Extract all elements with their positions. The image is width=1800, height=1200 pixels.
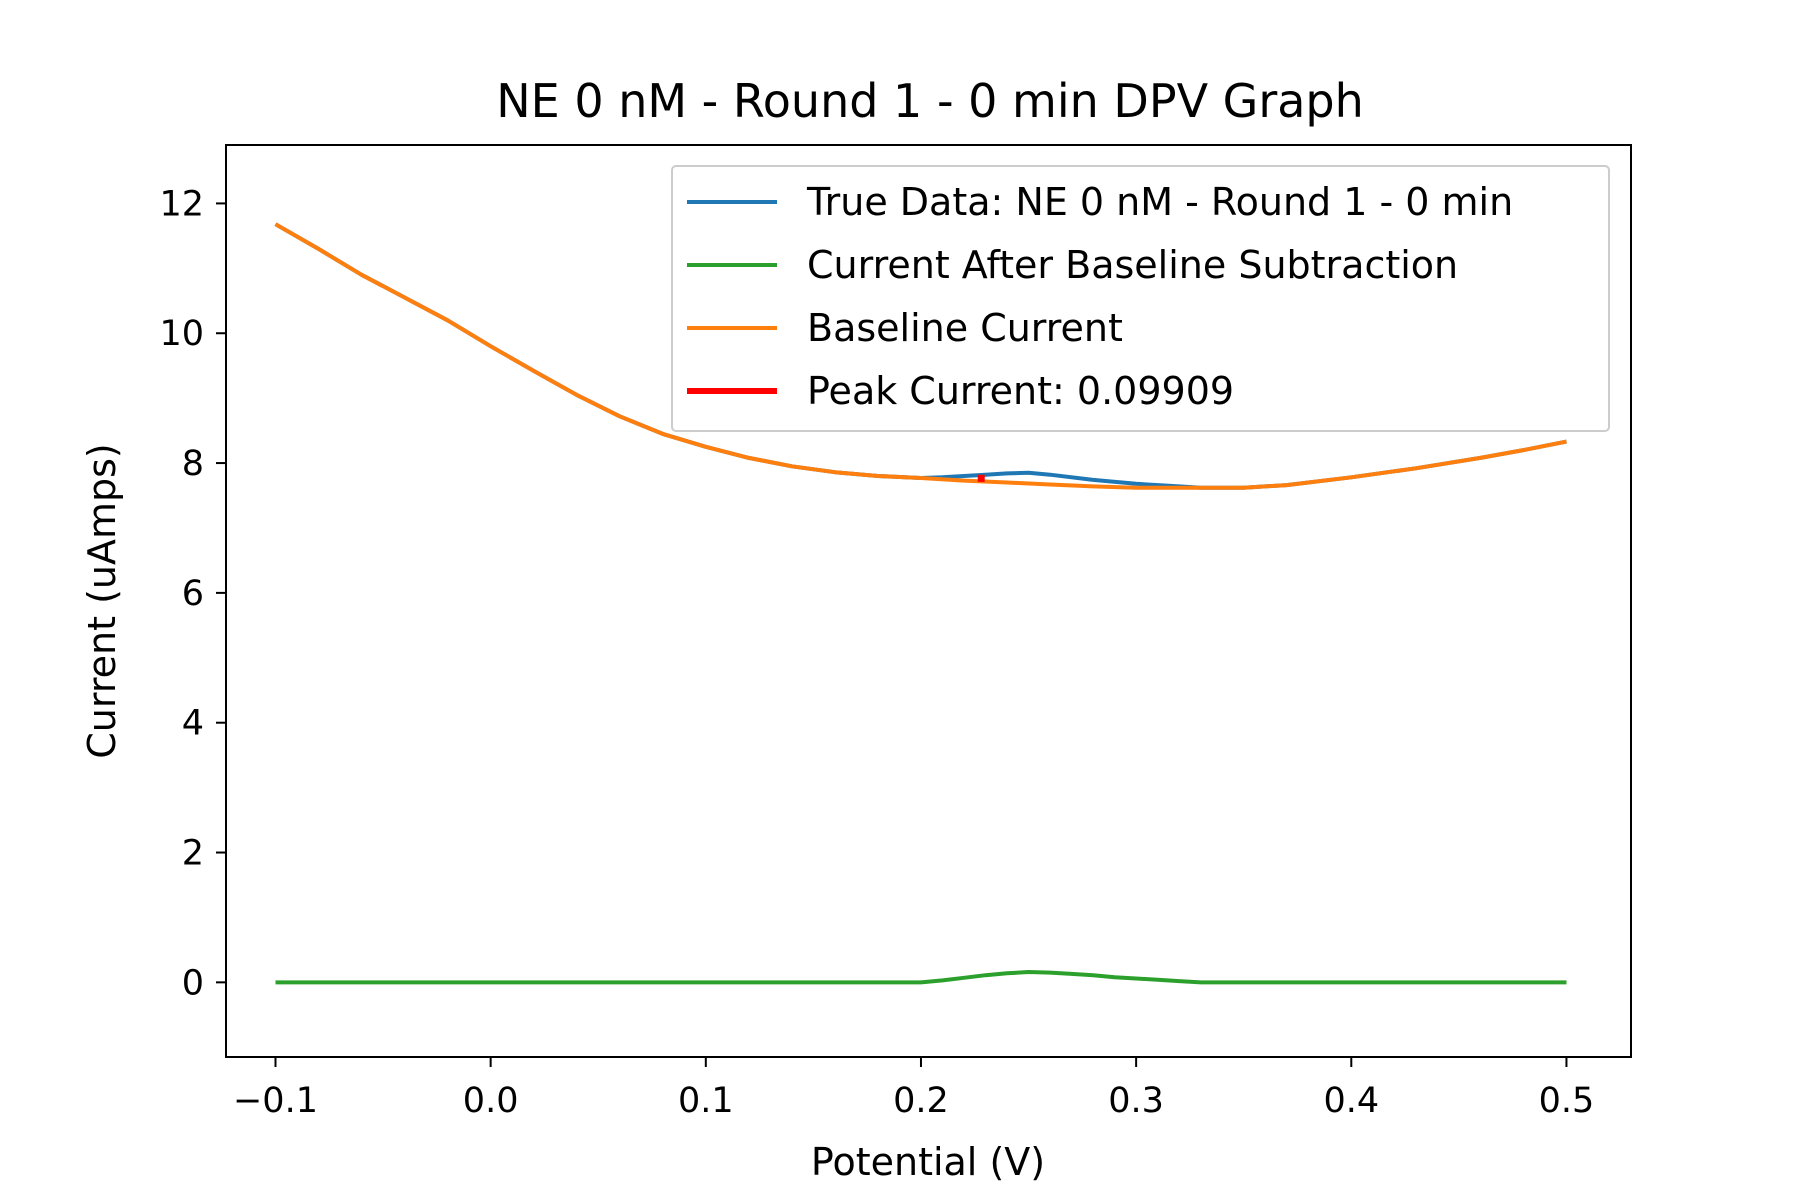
y-tick-label: 12 — [159, 184, 204, 224]
y-axis-ticks: 0 2 4 6 8 10 12 — [159, 184, 226, 1003]
y-tick-label: 2 — [182, 834, 204, 874]
y-tick-label: 10 — [159, 314, 204, 354]
x-tick-label: 0.3 — [1108, 1081, 1164, 1121]
legend-label-true-data: True Data: NE 0 nM - Round 1 - 0 min — [806, 180, 1513, 224]
x-axis-ticks: −0.1 0.0 0.1 0.2 0.3 0.4 0.5 — [233, 1057, 1594, 1121]
legend-label-peak: Peak Current: 0.09909 — [807, 369, 1234, 413]
y-axis-label: Current (uAmps) — [80, 443, 124, 758]
x-tick-label: 0.5 — [1539, 1081, 1595, 1121]
legend: True Data: NE 0 nM - Round 1 - 0 min Cur… — [671, 165, 1610, 432]
x-tick-label: 0.0 — [463, 1081, 519, 1121]
series-line-after-baseline — [275, 970, 1567, 985]
legend-box — [671, 165, 1610, 432]
x-tick-label: 0.4 — [1323, 1081, 1379, 1121]
plot-area-frame — [225, 144, 1632, 1058]
y-tick-label: 0 — [182, 963, 204, 1003]
y-tick-label: 8 — [182, 444, 204, 484]
legend-label-after-baseline: Current After Baseline Subtraction — [807, 243, 1458, 287]
plot-lines — [274, 222, 1567, 985]
y-tick-label: 6 — [182, 574, 204, 614]
x-tick-label: −0.1 — [233, 1081, 318, 1121]
chart-title: NE 0 nM - Round 1 - 0 min DPV Graph — [496, 74, 1364, 128]
series-line-baseline — [274, 222, 1567, 490]
x-axis-label: Potential (V) — [811, 1140, 1045, 1184]
y-tick-label: 4 — [182, 704, 204, 744]
legend-label-baseline: Baseline Current — [807, 306, 1123, 350]
x-tick-label: 0.2 — [893, 1081, 949, 1121]
x-tick-label: 0.1 — [678, 1081, 734, 1121]
